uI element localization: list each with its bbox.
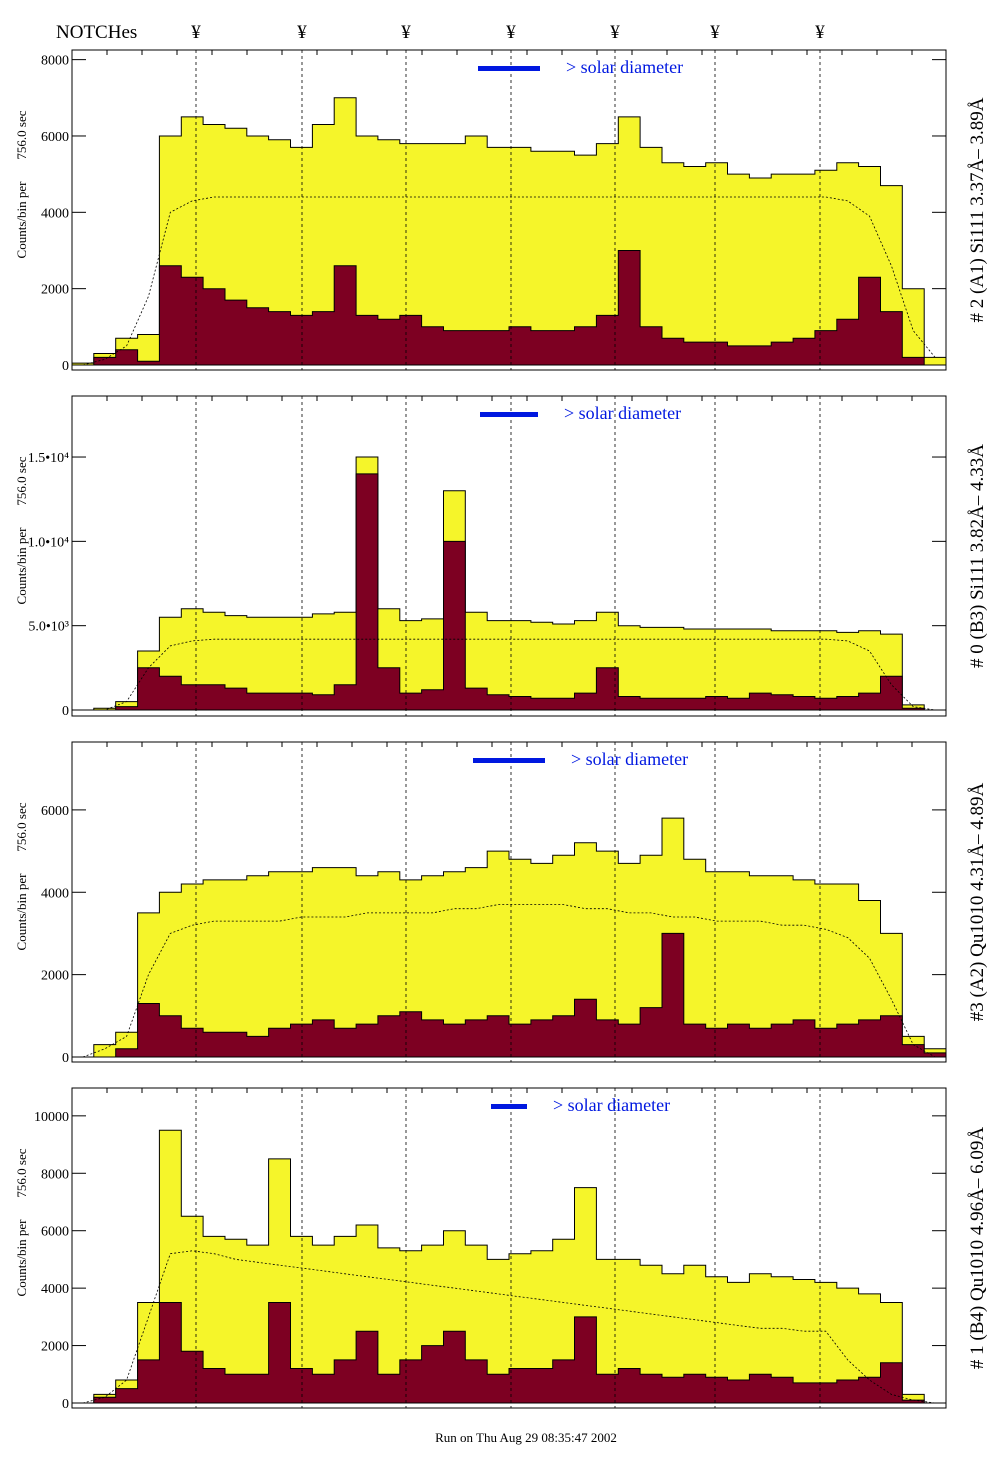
- expected-curve: [82, 1250, 936, 1404]
- panel-frame: [71, 49, 947, 371]
- panel-frame: [71, 1087, 947, 1409]
- panel-title: # 2 (A1) Si111 3.37Å– 3.89Å: [967, 97, 988, 322]
- legend-swatch: [491, 1104, 527, 1109]
- y-tick-label: 0: [62, 359, 69, 374]
- y-tick-label: 0: [62, 704, 69, 719]
- y-tick-label: 5.0•10³: [28, 620, 69, 635]
- legend-swatch: [480, 412, 538, 417]
- notch-marker: ¥: [710, 22, 720, 43]
- notch-marker: ¥: [191, 22, 201, 43]
- total-counts-histogram: [72, 456, 946, 711]
- panel-frame: [71, 741, 947, 1063]
- y-tick-label: 8000: [41, 1167, 69, 1182]
- y-tick-label: 4000: [41, 1282, 69, 1297]
- y-tick-label: 6000: [41, 804, 69, 819]
- legend-label: > solar diameter: [566, 57, 683, 77]
- y-tick-label: 2000: [41, 969, 69, 984]
- background-histogram: [72, 932, 947, 1058]
- legend-label: > solar diameter: [571, 749, 688, 769]
- y-axis-time-label: 756.0 sec: [14, 1148, 29, 1197]
- legend-label: > solar diameter: [553, 1095, 670, 1115]
- y-axis-label: Counts/bin per: [14, 873, 29, 951]
- y-tick-label: 0: [62, 1397, 69, 1412]
- y-tick-label: 10000: [34, 1110, 69, 1125]
- run-footer: Run on Thu Aug 29 08:35:47 2002: [435, 1430, 617, 1445]
- panel-3: 0 2000 4000 6000 8000 10000 Counts/bin per 756.…: [14, 1087, 988, 1412]
- y-tick-label: 1.0•10⁴: [28, 535, 69, 550]
- panel-1: 0 5.0•10³ 1.0•10⁴ 1.5•10⁴ Counts/bin per 756.…: [14, 395, 988, 719]
- y-tick-label: 2000: [41, 1340, 69, 1355]
- panel-title: #3 (A2) Qu1010 4.31Å– 4.89Å: [967, 782, 988, 1021]
- y-axis-label: Counts/bin per: [14, 181, 29, 259]
- y-tick-label: 2000: [41, 283, 69, 298]
- y-axis-time-label: 756.0 sec: [14, 802, 29, 851]
- notch-marker: ¥: [815, 22, 825, 43]
- notch-marker: ¥: [506, 22, 516, 43]
- y-axis-label: Counts/bin per: [14, 527, 29, 605]
- panel-title: # 0 (B3) Si111 3.82Å– 4.33Å: [967, 444, 988, 668]
- notch-marker: ¥: [401, 22, 411, 43]
- y-tick-label: 4000: [41, 886, 69, 901]
- panel-0: 0 2000 4000 6000 8000 Counts/bin per 756.0 sec…: [14, 49, 988, 374]
- y-tick-label: 0: [62, 1051, 69, 1066]
- legend-swatch: [473, 758, 545, 763]
- notch-marker: ¥: [297, 22, 307, 43]
- y-tick-label: 8000: [41, 54, 69, 69]
- y-axis-label: Counts/bin per: [14, 1219, 29, 1297]
- y-axis-time-label: 756.0 sec: [14, 456, 29, 505]
- panel-frame: [71, 395, 947, 717]
- background-histogram: [72, 1302, 946, 1404]
- total-counts-histogram: [71, 97, 947, 366]
- expected-curve: [82, 904, 936, 1058]
- background-histogram: [72, 250, 946, 366]
- panel-title: # 1 (B4) Qu1010 4.96Å– 6.09Å: [967, 1127, 988, 1370]
- y-tick-label: 4000: [41, 206, 69, 221]
- legend-swatch: [478, 66, 540, 71]
- legend-label: > solar diameter: [564, 403, 681, 423]
- y-tick-label: 6000: [41, 1225, 69, 1240]
- y-tick-label: 1.5•10⁴: [28, 451, 69, 466]
- notches-label: NOTCHes: [56, 22, 137, 43]
- total-counts-histogram: [72, 817, 947, 1058]
- background-histogram: [72, 473, 946, 711]
- y-axis-time-label: 756.0 sec: [14, 110, 29, 159]
- notch-marker: ¥: [610, 22, 620, 43]
- y-tick-label: 6000: [41, 130, 69, 145]
- panel-2: 0 2000 4000 6000 Counts/bin per 756.0 sec #3 (…: [14, 741, 988, 1066]
